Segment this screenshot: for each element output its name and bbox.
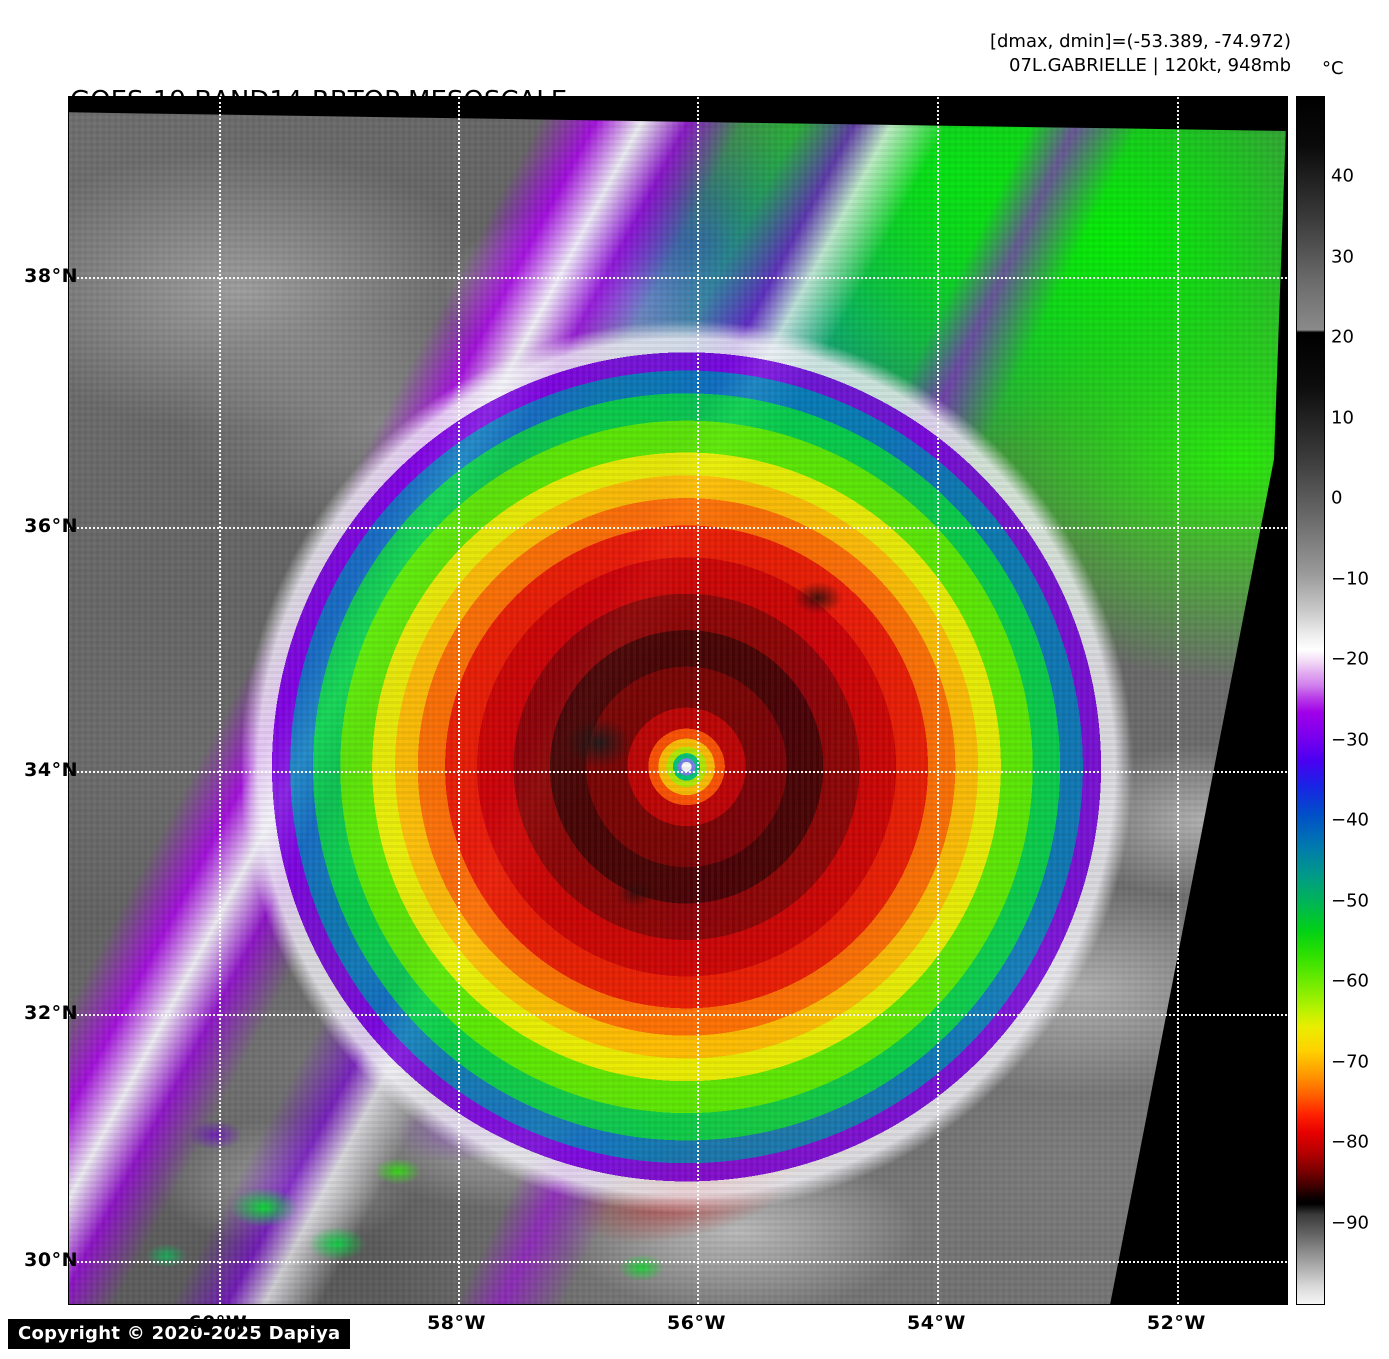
- temperature-colorbar[interactable]: [1296, 96, 1325, 1305]
- colorbar-tick-label: −80: [1331, 1131, 1369, 1153]
- storm-info-label: 07L.GABRIELLE | 120kt, 948mb: [1009, 55, 1291, 77]
- axis-tick-latitude: 36°N: [24, 514, 78, 537]
- gridline-longitude: [1177, 97, 1180, 1304]
- colorbar-tick-label: −40: [1331, 809, 1369, 831]
- satellite-image-plot[interactable]: [68, 96, 1288, 1305]
- colorbar-tick-label: 10: [1331, 407, 1354, 429]
- gridline-latitude: [69, 526, 1287, 529]
- axis-tick-longitude: 58°W: [427, 1312, 486, 1334]
- gridline-latitude: [69, 1014, 1287, 1017]
- colorbar-tick-label: −20: [1331, 648, 1369, 670]
- colorbar-tick-label: 0: [1331, 487, 1343, 509]
- gridline-latitude: [69, 1260, 1287, 1263]
- gridline-latitude: [69, 770, 1287, 773]
- gridline-longitude: [697, 97, 700, 1304]
- pixel-texture-overlay: [69, 97, 1287, 1304]
- axis-tick-latitude: 34°N: [24, 758, 78, 781]
- colorbar-unit-label: °C: [1322, 58, 1344, 79]
- gridline-longitude: [937, 97, 940, 1304]
- colorbar-tick-label: 20: [1331, 326, 1354, 348]
- axis-tick-latitude: 38°N: [24, 264, 78, 287]
- colorbar-tick-label: −10: [1331, 568, 1369, 590]
- info-block: [dmax, dmin]=(-53.389, -74.972) 07L.GABR…: [990, 30, 1291, 79]
- axis-tick-longitude: 60°W: [188, 1312, 248, 1334]
- axis-tick-longitude: 54°W: [906, 1312, 966, 1334]
- data-range-label: [dmax, dmin]=(-53.389, -74.972): [989, 31, 1291, 52]
- gridline-latitude: [69, 276, 1287, 279]
- gridline-longitude: [218, 97, 221, 1304]
- axis-tick-latitude: 30°N: [24, 1248, 78, 1271]
- satellite-imagery: [69, 97, 1287, 1304]
- axis-tick-latitude: 32°N: [24, 1002, 78, 1025]
- colorbar-tick-label: −30: [1331, 729, 1369, 751]
- axis-tick-longitude: 56°W: [667, 1312, 726, 1334]
- colorbar-tick-label: 40: [1331, 165, 1354, 187]
- colorbar-tick-label: −50: [1331, 890, 1369, 912]
- scattered-convection-layer: [69, 97, 1287, 1304]
- axis-tick-longitude: 52°W: [1146, 1312, 1206, 1334]
- colorbar-tick-label: −70: [1331, 1051, 1369, 1073]
- colorbar-tick-label: −60: [1331, 970, 1369, 992]
- colorbar-tick-label: −90: [1331, 1212, 1369, 1234]
- gridline-longitude: [457, 97, 460, 1304]
- colorbar-tick-label: 30: [1331, 246, 1354, 268]
- copyright-watermark: Copyright © 2020-2025 Dapiya: [8, 1319, 351, 1349]
